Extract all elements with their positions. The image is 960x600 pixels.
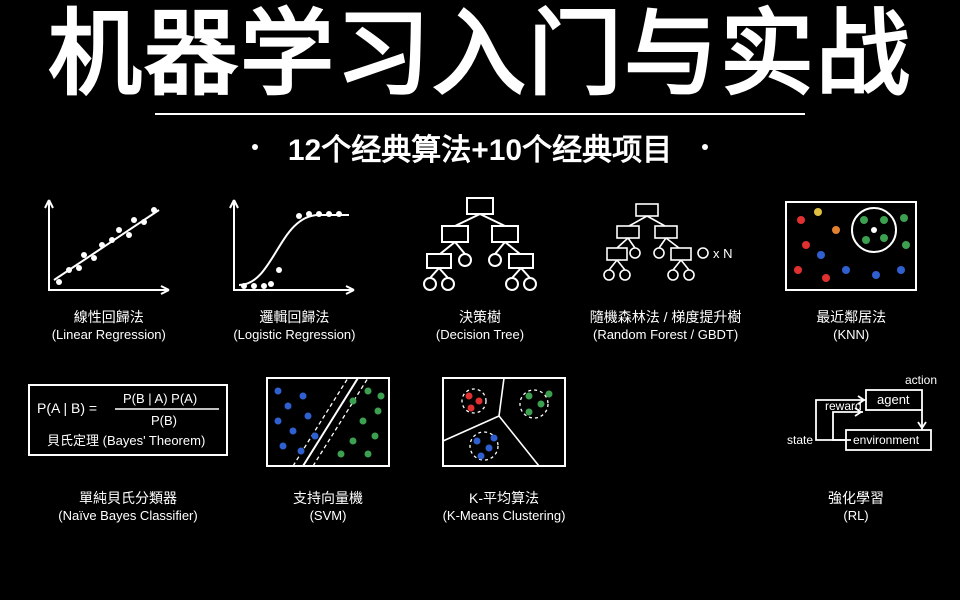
cell-knn: 最近鄰居法 (KNN) — [760, 185, 942, 342]
kmeans-icon — [419, 356, 589, 486]
bayes-num: P(B | A) P(A) — [123, 391, 197, 406]
cell-svm: 支持向量機 (SVM) — [242, 356, 414, 523]
rl-env: environment — [853, 433, 920, 447]
linear-regression-icon — [24, 185, 194, 305]
random-forest-icon: x N — [581, 185, 751, 305]
cell-naive-bayes: P(A | B) = P(B | A) P(A) P(B) 貝氏定理 (Baye… — [18, 356, 238, 523]
bayes-den: P(B) — [151, 413, 177, 428]
decision-tree-icon — [395, 185, 565, 305]
label-cn: 線性回歸法 — [74, 307, 144, 327]
label-cn: 支持向量機 — [293, 488, 363, 508]
label-cn: 最近鄰居法 — [816, 307, 886, 327]
cell-kmeans: K-平均算法 (K-Means Clustering) — [418, 356, 590, 523]
label-en: (Decision Tree) — [436, 327, 524, 342]
label-en: (RL) — [843, 508, 868, 523]
logistic-regression-icon — [209, 185, 379, 305]
cell-rl: action agent reward state environment 強化… — [770, 356, 942, 523]
knn-icon — [766, 185, 936, 305]
label-en: (Naïve Bayes Classifier) — [58, 508, 197, 523]
label-cn: 單純貝氏分類器 — [79, 488, 177, 508]
label-en: (KNN) — [833, 327, 869, 342]
bullet-dot — [252, 144, 258, 150]
main-title: 机器学习入门与实战 — [0, 0, 960, 105]
subtitle-row: 12个经典算法+10个经典项目 — [0, 125, 960, 169]
xn-label: x N — [713, 246, 733, 261]
label-cn: 決策樹 — [459, 307, 501, 327]
label-en: (Logistic Regression) — [233, 327, 355, 342]
divider — [155, 113, 805, 115]
label-en: (Random Forest / GBDT) — [593, 327, 738, 342]
rl-state: state — [787, 433, 813, 447]
naive-bayes-icon: P(A | B) = P(B | A) P(A) P(B) 貝氏定理 (Baye… — [23, 356, 233, 486]
cell-decision-tree: 決策樹 (Decision Tree) — [389, 185, 571, 342]
bullet-dot — [702, 144, 708, 150]
algorithm-grid-row2: P(A | B) = P(B | A) P(A) P(B) 貝氏定理 (Baye… — [0, 356, 960, 523]
cell-linear-regression: 線性回歸法 (Linear Regression) — [18, 185, 200, 342]
subtitle: 12个经典算法+10个经典项目 — [288, 125, 672, 169]
rl-action: action — [905, 373, 937, 387]
cell-logistic-regression: 邏輯回歸法 (Logistic Regression) — [204, 185, 386, 342]
svm-icon — [243, 356, 413, 486]
rl-icon: action agent reward state environment — [771, 356, 941, 486]
bayes-lhs: P(A | B) = — [37, 400, 97, 416]
label-en: (Linear Regression) — [52, 327, 166, 342]
algorithm-grid-row1: 線性回歸法 (Linear Regression) 邏輯回歸法 — [0, 185, 960, 342]
label-cn: 隨機森林法 / 梯度提升樹 — [590, 307, 742, 327]
bayes-theorem: 貝氏定理 (Bayes' Theorem) — [47, 433, 205, 448]
label-cn: 強化學習 — [828, 488, 884, 508]
label-cn: K-平均算法 — [469, 488, 539, 508]
rl-agent: agent — [877, 392, 910, 407]
cell-random-forest: x N 隨機森林法 / 梯度提升樹 (Random Forest / GBDT) — [575, 185, 757, 342]
label-en: (SVM) — [310, 508, 347, 523]
label-cn: 邏輯回歸法 — [259, 307, 329, 327]
rl-reward: reward — [825, 399, 862, 413]
label-en: (K-Means Clustering) — [443, 508, 566, 523]
